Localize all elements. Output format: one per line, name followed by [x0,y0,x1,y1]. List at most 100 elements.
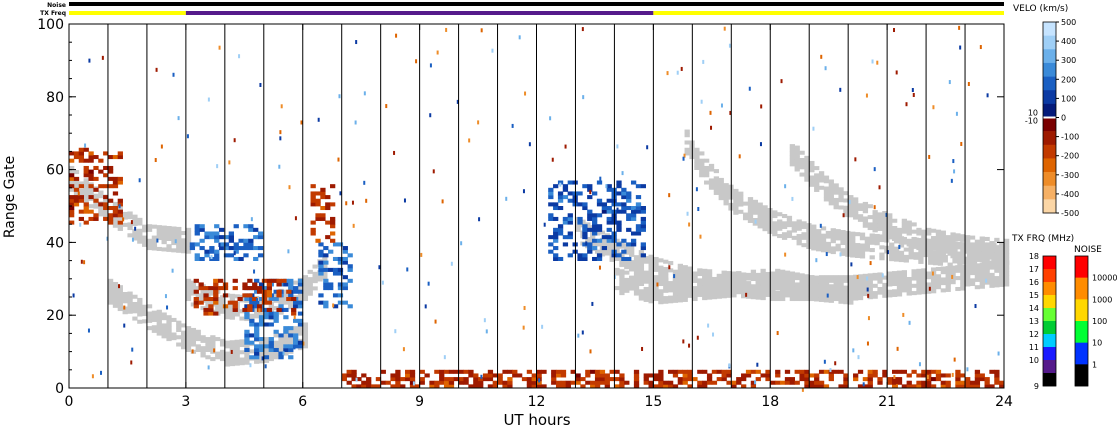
scatter-cell [872,221,878,226]
scatter-cell [648,261,654,267]
velocity-cell [249,340,255,345]
scatter-cell [195,344,201,349]
scatter-cell [122,295,128,300]
scatter-cell [789,282,795,287]
velocity-cell [356,384,362,389]
scatter-cell [906,224,912,229]
scatter-cell [107,300,114,305]
scatter-cell [755,277,761,282]
scatter-cell [224,358,231,363]
scatter-cell [926,242,932,247]
scatter-cell [638,274,645,279]
echo-cell [363,180,366,185]
scatter-cell [297,331,304,336]
velocity-cell [342,256,348,261]
scatter-cell [590,243,596,248]
scatter-cell [667,295,674,300]
scatter-cell [307,291,313,296]
velocity-cell [502,380,508,385]
scatter-cell [916,290,922,295]
echo-cell [950,178,953,183]
scatter-cell [779,291,786,296]
velocity-cell [721,377,727,382]
scatter-cell [200,295,206,300]
echo-cell [893,28,896,33]
velocity-cell [346,380,352,385]
scatter-cell [835,232,841,237]
echo-cell [339,191,342,196]
velocity-cell [214,256,220,261]
echo-cell [279,130,282,135]
velocity-cell [448,380,455,385]
velocity-cell [697,380,703,385]
scatter-cell [629,249,635,254]
velocity-cell [765,369,771,374]
scatter-cell [205,300,211,305]
scatter-cell [816,229,822,234]
scatter-cell [166,337,172,342]
velocity-cell [531,377,537,382]
scatter-cell [229,308,235,313]
scatter-cell [736,278,742,283]
scatter-cell [755,272,761,277]
echo-cell [154,158,157,163]
scatter-cell [88,189,94,194]
scatter-cell [950,254,956,259]
scatter-cell [784,288,791,293]
velocity-cell [323,304,329,309]
scatter-cell [799,150,805,155]
echo-cell [207,365,210,370]
velocity-cell [414,384,421,389]
scatter-cell [940,230,946,235]
echo-cell [905,102,908,107]
scatter-cell [772,210,778,215]
velocity-tick-label: 0 [1061,114,1066,123]
velocity-cell [626,206,632,211]
velocity-cell [93,155,99,160]
scatter-cell [195,337,201,342]
scatter-cell [750,273,757,278]
echo-cell [523,305,526,310]
velocity-cell [687,377,693,382]
scatter-cell [258,311,265,316]
velocity-cell [921,380,927,385]
velocity-cell [204,235,210,240]
velocity-cell [310,198,316,203]
scatter-cell [781,214,788,219]
velocity-cluster-14 [341,369,1005,389]
velocity-cell [606,235,612,240]
scatter-cell [887,235,893,240]
scatter-cell [633,291,640,296]
velocity-cell [247,304,253,309]
scatter-cell [185,329,192,334]
scatter-cell [777,234,783,239]
velocity-cell [249,318,255,323]
x-tick-label: 24 [995,394,1013,410]
velocity-cell [337,282,344,287]
scatter-cell [801,224,807,229]
velocity-cell [789,380,795,385]
velocity-cell [254,347,260,352]
scatter-cell [823,190,830,195]
scatter-cell [848,300,854,305]
scatter-cell [185,238,192,243]
scatter-cell [777,219,783,224]
echo-cell [538,378,541,383]
scatter-cell [864,247,870,252]
scatter-cell [882,221,888,226]
scatter-cell [823,275,830,280]
velocity-cell [804,369,810,374]
scatter-cell [1004,253,1010,258]
velocity-cell [83,209,89,214]
velocity-cell [218,286,224,291]
echo-cell [683,153,686,158]
scatter-cell [229,315,235,320]
scatter-cell [258,352,265,357]
velocity-cell [560,380,567,385]
scatter-cell [614,267,620,272]
scatter-cell [786,215,793,220]
scatter-cell [107,278,114,283]
velocity-cell [658,377,664,382]
velocity-cell [293,304,299,309]
scatter-cell [872,283,878,288]
